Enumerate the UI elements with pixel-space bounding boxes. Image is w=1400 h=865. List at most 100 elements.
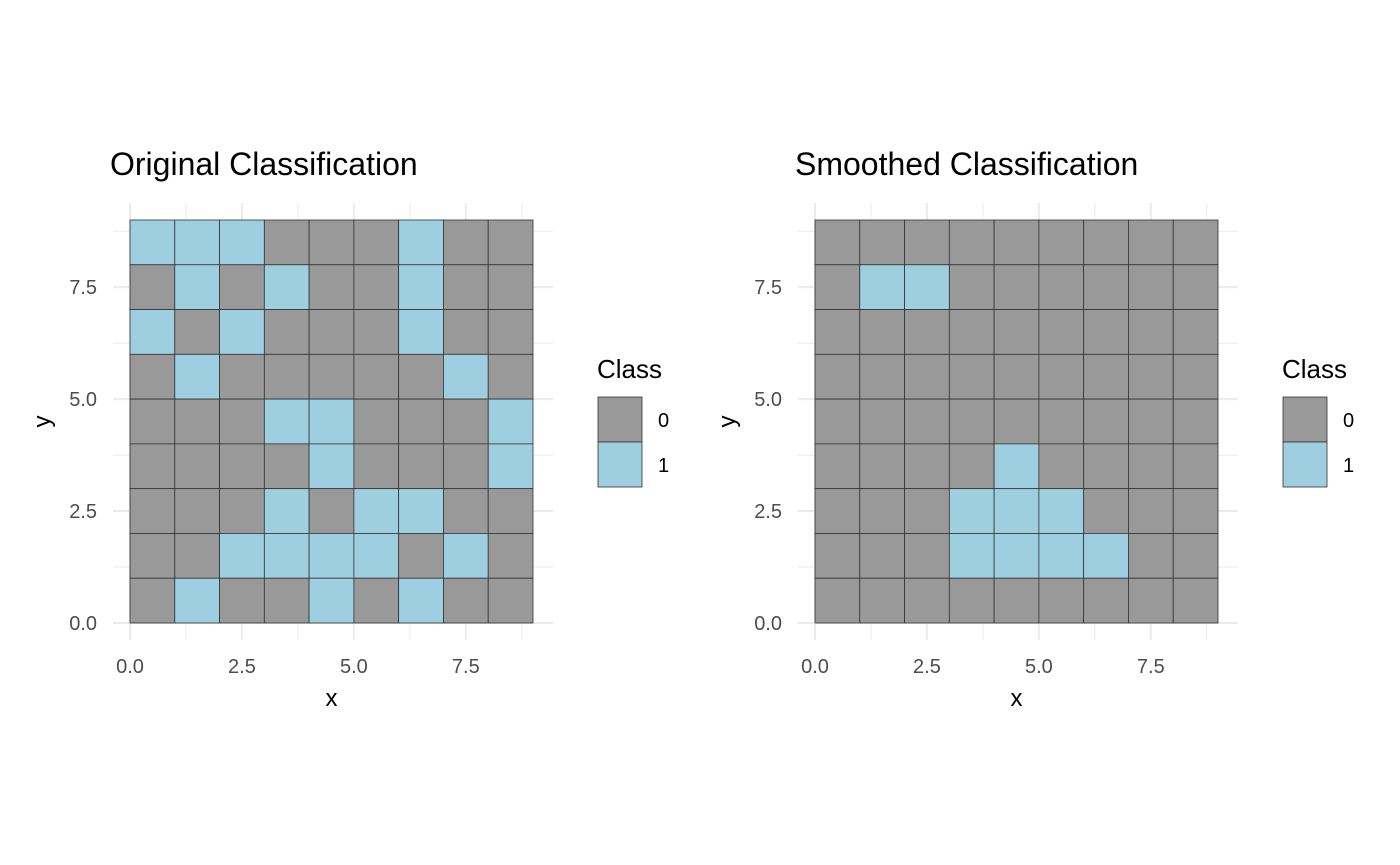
heatmap-cell <box>308 533 355 579</box>
heatmap-cell <box>859 219 905 266</box>
heatmap-cell <box>487 398 534 445</box>
heatmap-cell <box>263 353 310 400</box>
x-tick-label: 5.0 <box>1025 656 1053 678</box>
heatmap-cell <box>263 577 310 624</box>
y-tick-label: 2.5 <box>754 501 782 523</box>
heatmap-cell <box>219 488 265 534</box>
heatmap-cell <box>443 577 489 624</box>
heatmap-cell <box>129 533 176 579</box>
heatmap-cell <box>993 533 1040 579</box>
heatmap-cell <box>948 443 995 490</box>
heatmap-cell <box>129 264 176 310</box>
heatmap-cell <box>219 533 265 579</box>
heatmap-cell <box>948 577 995 624</box>
heatmap-cell <box>174 353 220 400</box>
heatmap-cell <box>1128 353 1174 400</box>
heatmap-cell <box>219 577 265 624</box>
legend-title: Class <box>597 354 662 384</box>
heatmap-cell <box>263 309 310 355</box>
heatmap-cell <box>1083 219 1129 266</box>
x-tick-label: 0.0 <box>116 656 144 678</box>
heatmap-cell <box>948 488 995 534</box>
x-tick-label: 5.0 <box>340 656 368 678</box>
heatmap-cell <box>904 219 950 266</box>
heatmap-cell <box>814 219 861 266</box>
heatmap-cell <box>398 533 444 579</box>
heatmap-cell <box>263 533 310 579</box>
heatmap-cell <box>1128 533 1174 579</box>
heatmap-cell <box>904 577 950 624</box>
heatmap-cell <box>353 577 400 624</box>
heatmap-cell <box>1172 488 1219 534</box>
heatmap-cell <box>859 398 905 445</box>
heatmap-plot-original: 0.0 2.5 5.0 7.5 0.0 2.5 5.0 7.5 x y Class 0 1 <box>29 203 669 712</box>
heatmap-cell <box>263 398 310 445</box>
heatmap-cell <box>443 219 489 266</box>
legend-key-class-1 <box>597 441 643 488</box>
heatmap-cell <box>487 219 534 266</box>
legend: Class 0 1 <box>1282 354 1354 488</box>
heatmap-cell <box>1038 443 1085 490</box>
heatmap-cell <box>1038 398 1085 445</box>
heatmap-cell <box>487 309 534 355</box>
heatmap-cell <box>1083 309 1129 355</box>
heatmap-cell <box>308 353 355 400</box>
y-tick-label: 5.0 <box>754 389 782 411</box>
heatmap-cell <box>1083 264 1129 310</box>
heatmap-cell <box>353 533 400 579</box>
heatmap-cell <box>814 533 861 579</box>
heatmap-cell <box>219 219 265 266</box>
heatmap-cell <box>174 309 220 355</box>
heatmap-cell <box>1128 219 1174 266</box>
heatmap-cell <box>443 443 489 490</box>
heatmap-cell <box>1083 577 1129 624</box>
heatmap-cell <box>398 398 444 445</box>
heatmap-cell <box>1172 219 1219 266</box>
legend-label: 0 <box>658 410 669 432</box>
heatmap-cell <box>398 264 444 310</box>
heatmap-cell <box>398 488 444 534</box>
heatmap-cell <box>859 488 905 534</box>
heatmap-cell <box>814 264 861 310</box>
heatmap-cell <box>993 577 1040 624</box>
heatmap-cell <box>308 577 355 624</box>
heatmap-cell <box>487 443 534 490</box>
heatmap-cell <box>308 398 355 445</box>
heatmap-cell <box>1128 488 1174 534</box>
heatmap-cell <box>353 398 400 445</box>
x-axis-label: x <box>326 685 338 712</box>
y-axis-label: y <box>714 416 741 428</box>
legend: Class 0 1 <box>597 354 669 488</box>
heatmap-cell <box>308 264 355 310</box>
x-tick-label: 7.5 <box>452 656 480 678</box>
heatmap-cell <box>1083 398 1129 445</box>
heatmap-cell <box>1172 309 1219 355</box>
heatmap-cell <box>263 488 310 534</box>
heatmap-cell <box>904 443 950 490</box>
heatmap-cell <box>129 353 176 400</box>
heatmap-cell <box>1172 533 1219 579</box>
heatmap-cell <box>1038 488 1085 534</box>
chart-title: Smoothed Classification <box>795 146 1139 182</box>
heatmap-cell <box>904 309 950 355</box>
heatmap-cell <box>1038 577 1085 624</box>
y-tick-label: 2.5 <box>69 501 97 523</box>
heatmap-cell <box>993 264 1040 310</box>
x-tick-label: 7.5 <box>1137 656 1165 678</box>
heatmap-cell <box>443 309 489 355</box>
heatmap-cell <box>993 488 1040 534</box>
x-tick-label: 2.5 <box>228 656 256 678</box>
heatmap-cell <box>859 443 905 490</box>
heatmap-cell <box>948 219 995 266</box>
heatmap-cell <box>263 264 310 310</box>
y-tick-label: 0.0 <box>69 613 97 635</box>
legend-key-class-1 <box>1282 441 1328 488</box>
heatmap-cell <box>487 264 534 310</box>
chart-panel-smoothed: Smoothed Classification 0.0 2.5 5.0 7.5 0.0 2… <box>685 0 1385 865</box>
heatmap-cell <box>814 577 861 624</box>
heatmap-cell <box>1083 353 1129 400</box>
y-tick-label: 7.5 <box>69 277 97 299</box>
heatmap-cell <box>263 443 310 490</box>
heatmap-cell <box>904 353 950 400</box>
heatmap-cell <box>219 443 265 490</box>
